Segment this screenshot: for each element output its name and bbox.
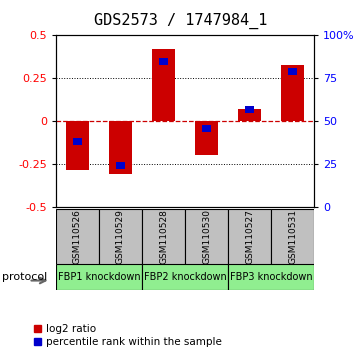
Bar bbox=[152, 49, 175, 121]
Text: FBP3 knockdown: FBP3 knockdown bbox=[230, 272, 312, 282]
Text: GSM110531: GSM110531 bbox=[288, 209, 297, 264]
Bar bbox=[238, 109, 261, 121]
Bar bbox=[228, 264, 314, 290]
Text: GSM110530: GSM110530 bbox=[202, 209, 211, 264]
Text: GSM110529: GSM110529 bbox=[116, 209, 125, 264]
Bar bbox=[228, 209, 271, 264]
Text: GDS2573 / 1747984_1: GDS2573 / 1747984_1 bbox=[94, 12, 267, 29]
Bar bbox=[66, 121, 89, 170]
Bar bbox=[271, 209, 314, 264]
Bar bbox=[109, 121, 132, 173]
Bar bbox=[116, 162, 125, 169]
Text: FBP2 knockdown: FBP2 knockdown bbox=[144, 272, 226, 282]
Bar bbox=[245, 106, 254, 113]
Text: FBP1 knockdown: FBP1 knockdown bbox=[58, 272, 140, 282]
Bar bbox=[99, 209, 142, 264]
Text: GSM110527: GSM110527 bbox=[245, 209, 254, 264]
Bar bbox=[288, 68, 297, 75]
Bar bbox=[142, 209, 185, 264]
Legend: log2 ratio, percentile rank within the sample: log2 ratio, percentile rank within the s… bbox=[34, 324, 221, 347]
Bar bbox=[281, 64, 304, 121]
Bar bbox=[202, 125, 211, 132]
Text: protocol: protocol bbox=[2, 272, 47, 282]
Text: GSM110528: GSM110528 bbox=[159, 209, 168, 264]
Bar bbox=[56, 209, 99, 264]
Bar bbox=[142, 264, 228, 290]
Bar bbox=[185, 209, 228, 264]
Bar bbox=[159, 58, 168, 64]
Bar bbox=[73, 138, 82, 145]
Bar bbox=[56, 264, 142, 290]
Bar bbox=[195, 121, 218, 155]
Text: GSM110526: GSM110526 bbox=[73, 209, 82, 264]
